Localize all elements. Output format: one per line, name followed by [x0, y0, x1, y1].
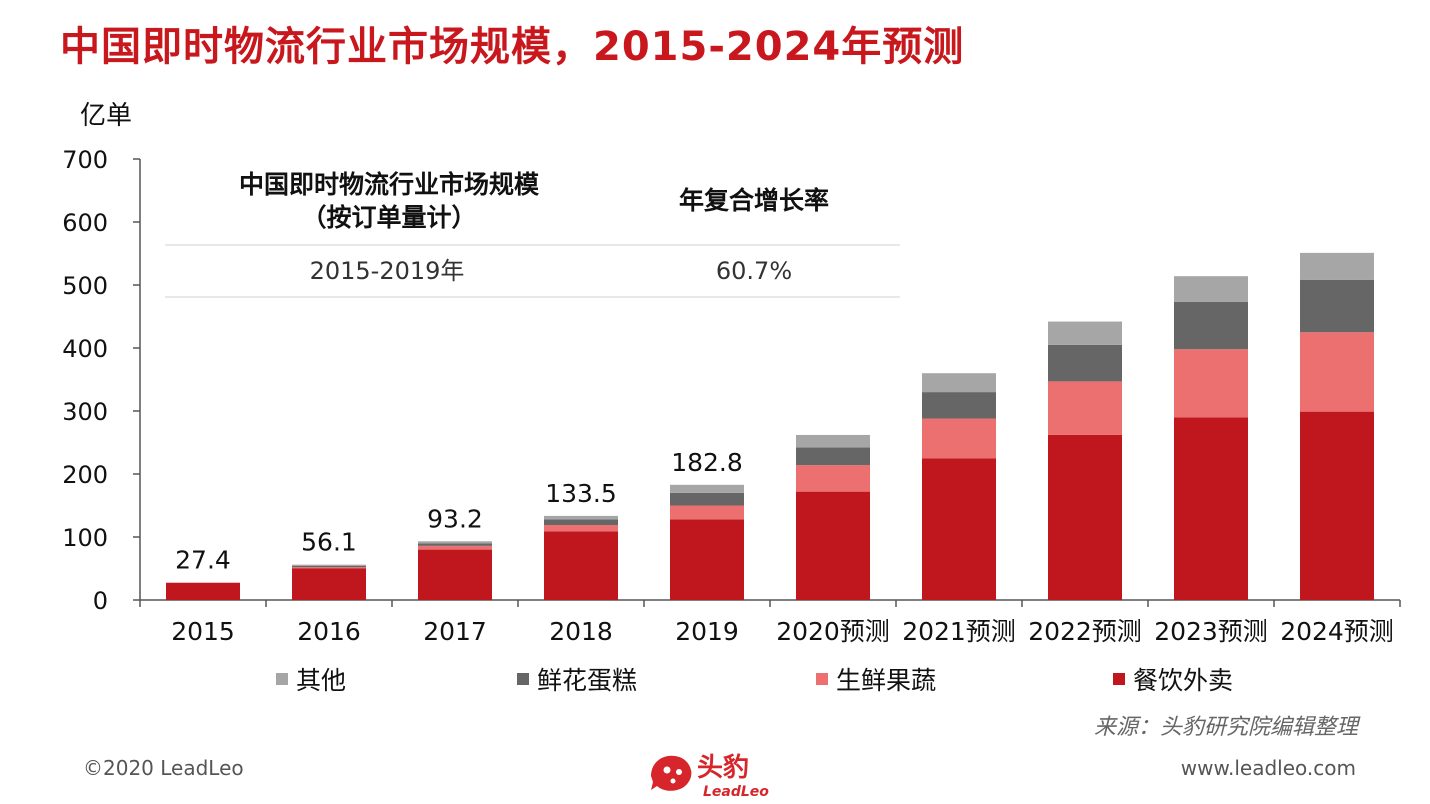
bar-segment [1048, 381, 1122, 435]
copyright: ©2020 LeadLeo [83, 756, 244, 780]
data-label: 93.2 [427, 504, 483, 533]
bar-segment [1174, 276, 1248, 303]
legend-swatch [276, 673, 288, 685]
data-label: 56.1 [301, 528, 357, 557]
data-label: 133.5 [545, 479, 617, 508]
bar-segment [922, 373, 996, 393]
x-tick-label: 2018 [549, 617, 613, 646]
inset-table-header: 年复合增长率 [679, 186, 829, 215]
source-note: 来源：头豹研究院编辑整理 [1093, 715, 1358, 740]
bar-segment [292, 567, 366, 569]
legend-label: 生鲜果蔬 [836, 666, 936, 695]
bar-segment [670, 492, 744, 506]
stacked-bar-chart: 亿单 0 100 200 300 400 500 600 700 27.4 2015 56.1 2016… [62, 101, 1401, 695]
bar-segment [544, 515, 618, 520]
x-tick-label: 2016 [297, 617, 361, 646]
bar-segment [796, 447, 870, 466]
bar-segment [1174, 349, 1248, 418]
bar-segment [292, 564, 366, 566]
inset-table-header: （按订单量计） [301, 203, 476, 232]
bar-segment [292, 568, 366, 600]
bar-segment [166, 582, 240, 600]
y-tick-label: 500 [62, 272, 108, 300]
x-tick-label: 2021预测 [902, 617, 1016, 646]
x-tick-label: 2024预测 [1280, 617, 1394, 646]
bar-segment [922, 458, 996, 600]
bar-segment [418, 549, 492, 600]
bar-segment [418, 541, 492, 544]
y-tick-label: 200 [62, 461, 108, 489]
page-title: 中国即时物流行业市场规模，2015-2024年预测 [60, 24, 965, 70]
legend-swatch [816, 673, 828, 685]
bar-segment [1174, 417, 1248, 600]
legend-label: 餐饮外卖 [1133, 666, 1233, 695]
x-tick-label: 2023预测 [1154, 617, 1268, 646]
y-tick-label: 0 [93, 587, 108, 615]
leopard-head-icon [651, 755, 692, 791]
bar-segment [418, 545, 492, 550]
y-tick-label: 100 [62, 524, 108, 552]
inset-table-header: 中国即时物流行业市场规模 [239, 170, 540, 199]
y-axis-label: 亿单 [80, 101, 132, 131]
bar-segment [544, 531, 618, 600]
y-tick-label: 300 [62, 398, 108, 426]
x-tick-label: 2022预测 [1028, 617, 1142, 646]
bar-segment [544, 525, 618, 532]
legend-swatch [1113, 673, 1125, 685]
legend-swatch [517, 673, 529, 685]
bar-segment [670, 484, 744, 493]
bar-segment [1048, 344, 1122, 382]
bar-segment [1048, 321, 1122, 345]
x-tick-label: 2015 [171, 617, 235, 646]
bar-segment [544, 519, 618, 526]
bar-segment [1300, 279, 1374, 333]
bar-segment [670, 505, 744, 520]
bar-segment [670, 519, 744, 600]
bar-segment [1300, 332, 1374, 412]
y-tick-label: 600 [62, 209, 108, 237]
inset-table-cell: 60.7% [716, 257, 792, 285]
x-tick-label: 2017 [423, 617, 487, 646]
bar-segment [796, 465, 870, 492]
x-tick-label: 2020预测 [776, 617, 890, 646]
website-url: www.leadleo.com [1180, 756, 1356, 780]
bar-segment [1300, 252, 1374, 280]
y-tick-label: 400 [62, 335, 108, 363]
bar-segment [796, 491, 870, 600]
legend-label: 鲜花蛋糕 [537, 666, 637, 695]
logo-en-text: LeadLeo [703, 784, 769, 800]
leadleo-logo: 头豹 LeadLeo [651, 752, 769, 800]
inset-table-cell: 2015-2019年 [310, 257, 465, 285]
bar-segment [1174, 302, 1248, 350]
bar-segment [292, 565, 366, 568]
bar-segment [418, 543, 492, 546]
data-label: 182.8 [671, 448, 743, 477]
bar-segment [922, 418, 996, 459]
bar-segment [1300, 411, 1374, 600]
x-tick-label: 2019 [675, 617, 739, 646]
legend-label: 其他 [296, 666, 346, 695]
data-label: 27.4 [175, 546, 231, 575]
logo-cn-text: 头豹 [697, 752, 749, 783]
bar-segment [1048, 434, 1122, 600]
bar-segment [796, 434, 870, 448]
bar-segment [922, 392, 996, 419]
y-tick-label: 700 [62, 146, 108, 174]
